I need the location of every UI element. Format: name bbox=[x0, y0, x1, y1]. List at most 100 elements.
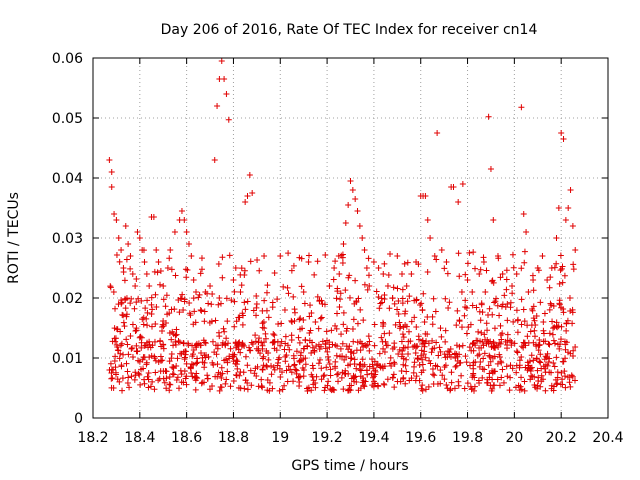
data-point bbox=[533, 355, 540, 362]
data-point bbox=[134, 229, 141, 235]
data-point bbox=[344, 325, 351, 332]
data-point bbox=[293, 348, 300, 355]
data-point bbox=[347, 361, 354, 368]
data-point bbox=[453, 322, 460, 329]
data-point bbox=[299, 365, 306, 372]
data-point bbox=[464, 277, 471, 283]
data-point bbox=[429, 313, 436, 320]
data-point bbox=[566, 295, 573, 302]
data-point bbox=[218, 364, 225, 371]
data-point bbox=[434, 381, 441, 388]
data-point bbox=[345, 202, 352, 208]
data-point bbox=[518, 104, 525, 111]
data-point bbox=[256, 335, 263, 342]
data-point bbox=[496, 312, 503, 319]
data-point bbox=[550, 337, 557, 344]
data-point bbox=[223, 335, 230, 342]
data-point bbox=[139, 316, 146, 323]
data-point bbox=[364, 367, 371, 374]
data-point bbox=[166, 358, 173, 365]
data-point bbox=[459, 181, 466, 187]
data-point bbox=[116, 355, 123, 362]
data-point bbox=[340, 321, 347, 328]
data-point bbox=[118, 340, 125, 347]
data-point bbox=[181, 296, 188, 303]
data-point bbox=[276, 365, 283, 372]
data-point bbox=[318, 376, 325, 383]
data-point bbox=[472, 342, 479, 349]
data-point bbox=[308, 387, 315, 394]
data-point bbox=[246, 172, 253, 178]
data-point bbox=[537, 351, 544, 358]
data-point bbox=[290, 352, 297, 359]
data-point bbox=[334, 310, 341, 317]
data-point bbox=[428, 349, 435, 356]
data-point bbox=[127, 265, 134, 272]
data-point bbox=[295, 334, 302, 341]
data-point bbox=[237, 368, 244, 375]
data-point bbox=[525, 362, 532, 369]
data-point bbox=[359, 235, 366, 241]
data-point bbox=[434, 130, 441, 136]
data-point bbox=[210, 361, 217, 368]
data-point bbox=[378, 334, 385, 341]
data-point bbox=[321, 301, 328, 308]
data-point bbox=[336, 270, 343, 277]
data-point bbox=[401, 260, 408, 267]
data-point bbox=[554, 374, 561, 381]
data-point bbox=[238, 265, 245, 272]
data-point bbox=[126, 384, 133, 391]
data-point bbox=[410, 369, 417, 376]
data-point bbox=[557, 381, 564, 388]
data-point bbox=[302, 361, 309, 368]
data-point bbox=[543, 354, 550, 361]
data-point bbox=[551, 340, 558, 347]
data-point bbox=[553, 354, 560, 361]
data-point bbox=[147, 344, 154, 351]
data-point bbox=[336, 304, 343, 311]
data-point bbox=[470, 249, 477, 256]
data-point bbox=[425, 383, 432, 390]
data-point bbox=[408, 318, 415, 325]
data-point bbox=[304, 387, 311, 394]
data-point bbox=[343, 327, 350, 334]
data-point bbox=[347, 349, 354, 356]
data-point bbox=[168, 266, 175, 273]
data-point bbox=[258, 383, 265, 390]
data-point bbox=[124, 341, 131, 348]
data-point bbox=[277, 253, 284, 259]
data-point bbox=[546, 284, 553, 291]
data-point bbox=[399, 271, 405, 277]
data-point bbox=[424, 217, 431, 223]
data-point bbox=[221, 328, 228, 335]
data-point bbox=[146, 283, 153, 289]
data-point bbox=[452, 363, 459, 370]
data-point bbox=[151, 386, 158, 393]
data-point bbox=[231, 323, 238, 330]
data-point bbox=[183, 229, 190, 235]
data-point bbox=[380, 345, 387, 352]
data-point bbox=[381, 260, 388, 267]
data-point bbox=[246, 347, 253, 354]
data-point bbox=[545, 340, 552, 347]
data-point bbox=[124, 380, 131, 387]
data-point bbox=[271, 332, 278, 339]
data-point bbox=[531, 333, 538, 340]
data-point bbox=[201, 318, 208, 325]
data-point bbox=[321, 372, 328, 379]
data-point bbox=[326, 361, 333, 368]
data-point bbox=[360, 344, 367, 351]
data-point bbox=[192, 386, 199, 393]
data-point bbox=[404, 298, 411, 305]
data-point bbox=[152, 357, 159, 364]
data-point bbox=[285, 363, 292, 370]
data-point bbox=[403, 368, 410, 375]
data-point bbox=[129, 353, 136, 360]
data-point bbox=[113, 371, 120, 378]
data-point bbox=[528, 372, 535, 379]
data-point bbox=[167, 381, 174, 388]
data-point bbox=[419, 361, 426, 368]
data-point bbox=[296, 254, 303, 261]
data-point bbox=[459, 324, 466, 331]
data-point bbox=[179, 291, 186, 298]
